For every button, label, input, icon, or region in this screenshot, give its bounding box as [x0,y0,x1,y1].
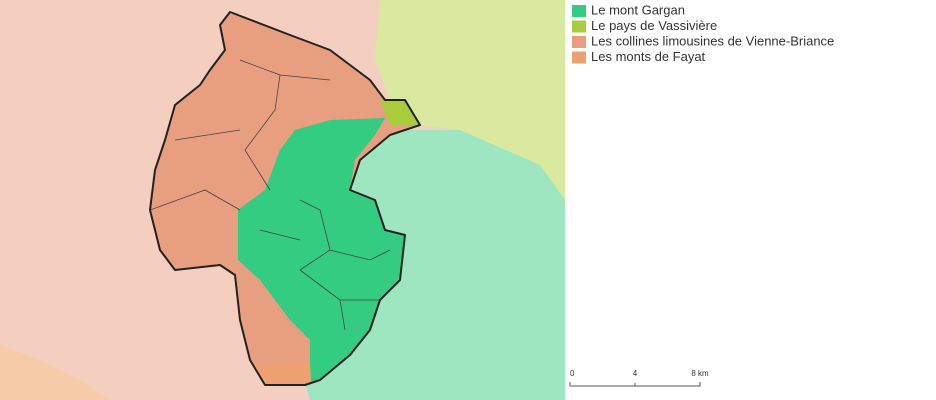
zone-vassiviere [380,95,420,125]
scale-line [569,382,701,387]
legend-label: Le mont Gargan [591,2,685,17]
region-vassiviere [375,0,565,200]
legend-swatch [572,20,586,33]
legend-swatch [572,36,586,48]
legend-swatch [572,51,586,64]
region-fayat [0,345,110,400]
commune-outline [149,11,421,386]
scale-label: 4 [633,369,638,378]
scale-label: 8 km [691,369,709,378]
legend-label: Les collines limousines de Vienne-Brianc… [591,33,834,48]
zone-gargan [238,118,405,385]
commune-borders [150,59,391,331]
scale-label: 0 [570,369,575,378]
legend-swatch [572,5,586,17]
legend-label: Le pays de Vassivière [591,18,717,33]
zone-fayat [255,362,312,385]
scale-bar: 0 4 8 km [569,369,709,387]
legend-label: Les monts de Fayat [591,49,706,64]
